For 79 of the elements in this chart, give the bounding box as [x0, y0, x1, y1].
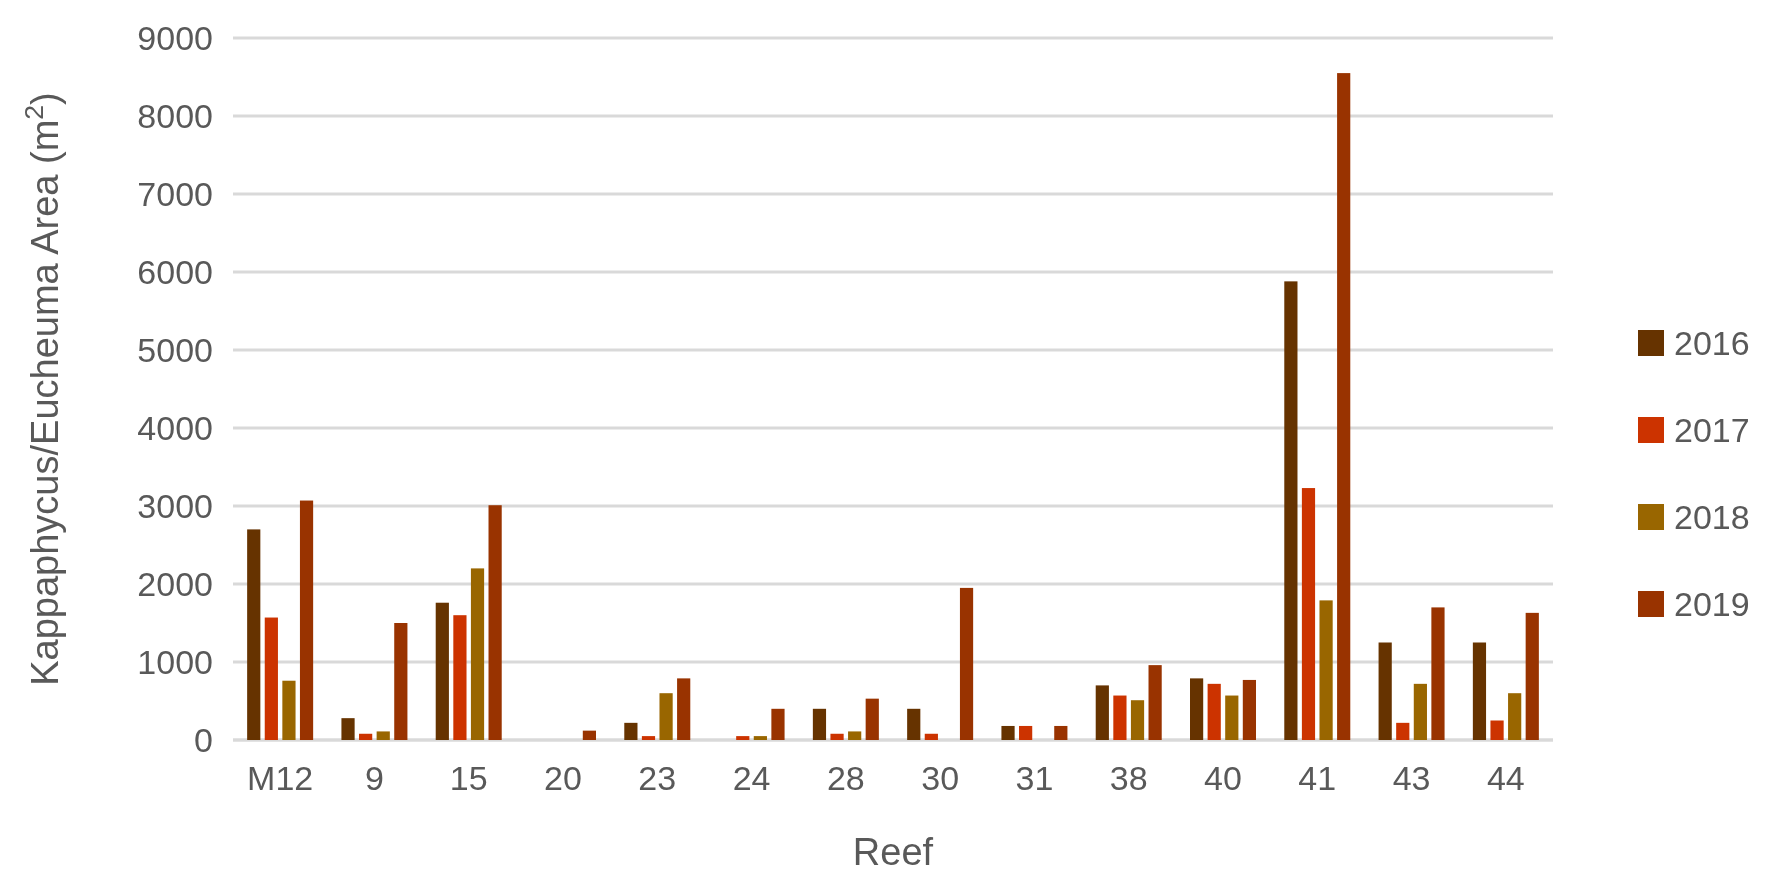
bar [1396, 722, 1410, 740]
bar [1113, 695, 1127, 740]
y-tick-label: 4000 [137, 408, 213, 447]
bar [247, 529, 261, 740]
x-tick-label: 40 [1204, 759, 1242, 797]
bar [959, 587, 974, 740]
bar [907, 708, 921, 740]
bar [771, 708, 785, 740]
legend-label: 2019 [1674, 584, 1750, 623]
bar [359, 733, 373, 740]
bar [1190, 678, 1204, 740]
x-tick-label: M12 [247, 759, 314, 797]
bar [1284, 281, 1298, 740]
bar [1319, 600, 1333, 740]
bar [753, 736, 767, 740]
legend-label: 2016 [1674, 323, 1750, 362]
x-tick-label: 41 [1298, 759, 1337, 797]
y-tick-label: 9000 [137, 18, 213, 57]
bar [264, 617, 278, 740]
y-tick-label: 2000 [137, 564, 213, 603]
x-tick-label: 44 [1486, 759, 1525, 797]
bar [1207, 683, 1221, 740]
y-tick-label: 1000 [137, 642, 213, 681]
bar [830, 733, 844, 740]
bar [641, 736, 656, 740]
y-tick-label: 6000 [137, 252, 213, 291]
bar [1001, 725, 1015, 740]
x-tick-label: 24 [732, 759, 771, 797]
y-tick-label: 5000 [137, 330, 213, 369]
x-tick-label: 28 [826, 759, 865, 797]
bar [435, 602, 449, 740]
bar [659, 693, 673, 740]
bar [394, 623, 408, 740]
y-tick-label: 3000 [137, 486, 213, 525]
bar [376, 731, 390, 740]
bar [488, 505, 502, 740]
x-tick-label: 15 [449, 759, 488, 797]
bar [1148, 665, 1162, 740]
x-tick-label: 43 [1392, 759, 1431, 797]
bar [1130, 700, 1145, 740]
legend-label: 2018 [1674, 497, 1750, 536]
bar [1413, 683, 1427, 740]
bar [299, 500, 314, 740]
bar [848, 731, 862, 740]
bar [470, 568, 485, 740]
bar [1431, 607, 1445, 740]
bar [453, 615, 467, 740]
y-tick-label: 0 [194, 720, 213, 759]
bar [341, 718, 355, 740]
x-tick-label: 30 [921, 759, 960, 797]
bar [1337, 73, 1351, 740]
bar [865, 698, 879, 740]
x-tick-label: 31 [1015, 759, 1054, 797]
bar [1301, 488, 1316, 740]
bar [924, 733, 938, 740]
bar [736, 736, 750, 740]
bar [1525, 612, 1539, 740]
bar [812, 708, 827, 740]
x-axis-title: Reef [852, 831, 934, 873]
bar [582, 730, 596, 740]
bar [1378, 642, 1392, 740]
x-tick-label: 23 [638, 759, 677, 797]
x-tick-label: 38 [1109, 759, 1148, 797]
y-tick-label: 7000 [137, 174, 213, 213]
bar [1242, 679, 1256, 740]
bar [1054, 725, 1068, 740]
y-tick-label: 8000 [137, 96, 213, 135]
bar [1472, 642, 1487, 740]
x-tick-label: 20 [544, 759, 582, 797]
bar [1508, 693, 1522, 740]
bar [282, 680, 296, 740]
bar [624, 722, 638, 740]
bar [1095, 685, 1109, 740]
legend-label: 2017 [1674, 410, 1750, 449]
bar [1019, 725, 1033, 740]
bar [1490, 720, 1504, 740]
bar [1225, 695, 1239, 740]
x-tick-label: 9 [364, 759, 384, 797]
bar [677, 678, 691, 740]
